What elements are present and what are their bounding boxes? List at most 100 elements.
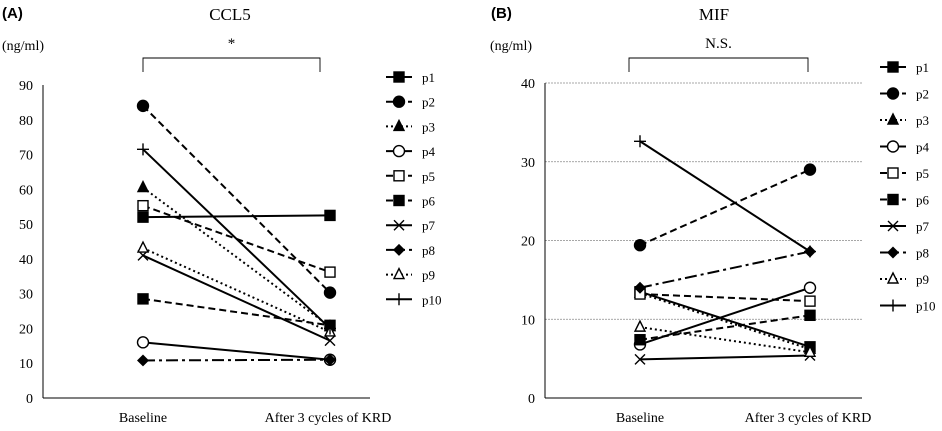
legend-label: p6: [916, 193, 930, 208]
series-p8: [634, 245, 816, 294]
legend-label: p3: [422, 119, 435, 134]
legend-label: p6: [422, 194, 436, 209]
y-tick-label: 80: [19, 114, 33, 129]
legend-marker: [392, 267, 406, 280]
series-line: [639, 140, 811, 253]
legend-item: p2: [880, 87, 929, 102]
legend-label: p9: [916, 272, 929, 287]
legend-item: p5: [880, 166, 929, 181]
significance-bracket: [142, 57, 321, 72]
data-point: [634, 334, 646, 346]
legend-label: p10: [916, 299, 936, 314]
y-tick-label: 60: [19, 183, 33, 198]
x-category-label: After 3 cycles of KRD: [745, 411, 872, 426]
legend-item: p8: [880, 246, 929, 261]
x-category-label: Baseline: [119, 411, 167, 426]
series-p8: [137, 353, 336, 367]
data-point: [324, 322, 336, 335]
data-point: [634, 281, 646, 294]
series-line: [639, 314, 811, 341]
series-line: [142, 341, 331, 361]
legend-marker: [887, 167, 899, 179]
x-category-label: After 3 cycles of KRD: [265, 411, 392, 426]
legend-marker: [393, 243, 405, 256]
data-point: [324, 335, 336, 347]
y-tick-label: 30: [19, 288, 33, 303]
panel-mif: (B) MIF (ng/ml) 0 10 20 30 40 Baseline After 3 cy…: [490, 5, 936, 426]
legend-marker: [887, 246, 899, 259]
series-p6: [634, 309, 816, 346]
series-line: [142, 297, 331, 327]
legend-item: p9: [386, 267, 435, 283]
legend-label: p4: [916, 140, 930, 155]
legend-label: p7: [916, 219, 930, 234]
data-point: [136, 240, 150, 253]
y-tick-label: 50: [19, 218, 33, 233]
legend-item: p4: [386, 144, 436, 159]
legend-item: p8: [386, 243, 435, 258]
legend-marker: [887, 220, 899, 232]
series-p5: [634, 288, 816, 307]
series-p9: [633, 319, 817, 358]
series-line: [142, 186, 331, 328]
data-point: [634, 135, 646, 148]
chart-title: CCL5: [209, 5, 251, 24]
legend-item: p3: [386, 118, 435, 134]
y-tick-label: 40: [521, 77, 535, 92]
data-point: [804, 245, 816, 258]
legend-item: p9: [880, 271, 929, 287]
data-point: [803, 281, 817, 294]
y-axis-unit-label: (ng/ml): [490, 39, 532, 54]
series-p6: [137, 293, 336, 332]
legend-marker: [393, 170, 405, 182]
data-point: [137, 199, 149, 212]
legend-item: p6: [880, 193, 930, 208]
data-point: [804, 309, 816, 322]
legend-marker: [392, 95, 406, 108]
series-line: [142, 358, 331, 362]
legend-marker: [886, 271, 900, 284]
legend-item: p4: [880, 140, 930, 155]
legend-marker: [887, 61, 899, 73]
data-point: [136, 336, 150, 349]
series-line: [639, 168, 811, 247]
y-tick-label: 70: [19, 149, 33, 164]
chart-title: MIF: [699, 5, 729, 24]
series-p3: [136, 180, 337, 332]
panel-letter: (B): [491, 5, 512, 22]
significance-label: *: [228, 36, 236, 52]
series-p1: [137, 209, 336, 223]
legend-label: p2: [916, 87, 929, 102]
panel-ccl5: (A) CCL5 (ng/ml) 0 10 20 30 40 50 60 70 80 90 Baselin…: [2, 5, 442, 426]
legend-item: p3: [880, 112, 929, 128]
legend-marker: [393, 71, 405, 83]
legend: p1 p2 p3 p4 p5 p6 p7 p8 p9 p10: [880, 60, 936, 314]
legend-label: p8: [422, 243, 435, 258]
y-tick-label: 20: [521, 235, 535, 250]
y-tick-label: 30: [521, 156, 535, 171]
data-point: [324, 353, 336, 366]
legend-marker: [393, 219, 405, 231]
legend-label: p8: [916, 246, 929, 261]
legend-marker: [887, 193, 899, 206]
y-tick-label: 20: [19, 322, 33, 337]
series-line: [142, 214, 331, 219]
legend-item: p7: [880, 219, 930, 234]
legend-label: p7: [422, 218, 436, 233]
legend-item: p5: [386, 169, 435, 184]
series-line: [142, 148, 331, 330]
data-point: [137, 211, 149, 223]
data-point: [136, 180, 150, 193]
significance-label: N.S.: [705, 36, 732, 52]
legend-label: p1: [916, 60, 929, 75]
series-line: [142, 254, 331, 342]
y-tick-label: 40: [19, 253, 33, 268]
series-p2: [136, 99, 337, 299]
legend-label: p4: [422, 144, 436, 159]
legend-marker: [392, 144, 406, 158]
data-point: [323, 286, 337, 299]
series-line: [639, 326, 811, 354]
y-tick-label: 90: [19, 79, 33, 94]
legend-marker: [393, 194, 405, 207]
